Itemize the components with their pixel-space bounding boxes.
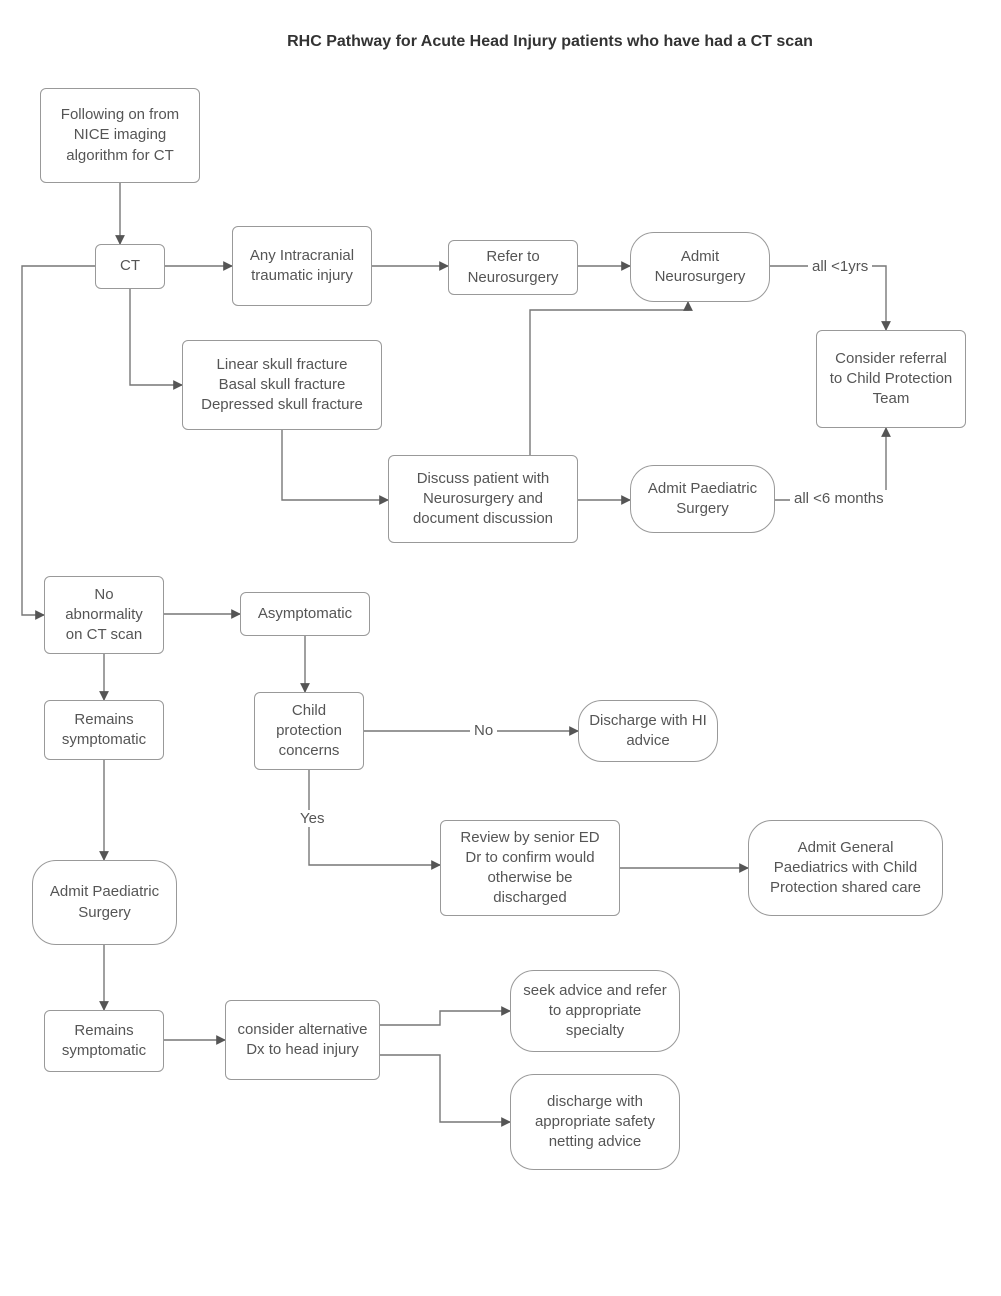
node-discuss: Discuss patient with Neurosurgery and do… [388, 455, 578, 543]
node-asymp: Asymptomatic [240, 592, 370, 636]
edge-cp_conc-review_ed [309, 770, 440, 865]
node-admit_gp: Admit General Paediatrics with Child Pro… [748, 820, 943, 916]
edge-label-admit_ns-cp_team: all <1yrs [808, 258, 872, 275]
node-symp1: Remains symptomatic [44, 700, 164, 760]
node-admit_ns: Admit Neurosurgery [630, 232, 770, 302]
edge-admit_ns-cp_team [770, 266, 886, 330]
edge-label-admit_ps1-cp_team: all <6 months [790, 490, 888, 507]
node-symp2: Remains symptomatic [44, 1010, 164, 1072]
edge-label-cp_conc-review_ed: Yes [296, 810, 328, 827]
node-seek: seek advice and refer to appropriate spe… [510, 970, 680, 1052]
edge-ct-fractures [130, 289, 182, 385]
edge-label-cp_conc-discharge_hi: No [470, 722, 497, 739]
node-start: Following on from NICE imaging algorithm… [40, 88, 200, 183]
node-discharge_sn: discharge with appropriate safety nettin… [510, 1074, 680, 1170]
node-cp_team: Consider referral to Child Protection Te… [816, 330, 966, 428]
node-alt_dx: consider alternative Dx to head injury [225, 1000, 380, 1080]
chart-title: RHC Pathway for Acute Head Injury patien… [270, 33, 830, 51]
edge-alt_dx-seek [380, 1011, 510, 1025]
edge-fractures-discuss [282, 430, 388, 500]
node-admit_ps1: Admit Paediatric Surgery [630, 465, 775, 533]
edge-discuss-admit_ns [530, 302, 688, 455]
node-intracranial: Any Intracranial traumatic injury [232, 226, 372, 306]
node-refer_ns: Refer to Neurosurgery [448, 240, 578, 295]
node-discharge_hi: Discharge with HI advice [578, 700, 718, 762]
edge-ct-no_abn [22, 266, 95, 615]
node-ct: CT [95, 244, 165, 289]
node-cp_conc: Child protection concerns [254, 692, 364, 770]
flowchart-canvas: RHC Pathway for Acute Head Injury patien… [0, 0, 1001, 1296]
node-no_abn: No abnormality on CT scan [44, 576, 164, 654]
edge-alt_dx-discharge_sn [380, 1055, 510, 1122]
node-admit_ps2: Admit Paediatric Surgery [32, 860, 177, 945]
node-fractures: Linear skull fractureBasal skull fractur… [182, 340, 382, 430]
node-review_ed: Review by senior ED Dr to confirm would … [440, 820, 620, 916]
